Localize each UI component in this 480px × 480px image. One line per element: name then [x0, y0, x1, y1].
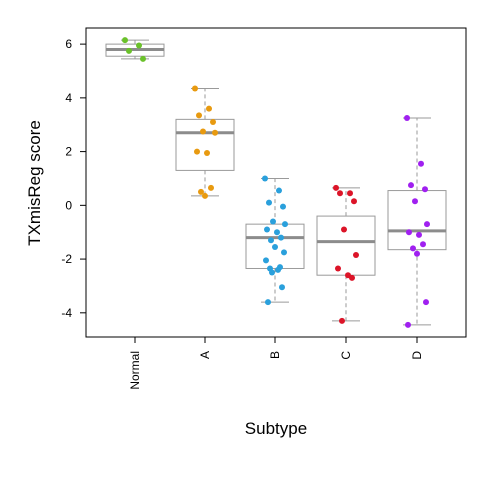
data-point-a [196, 112, 202, 119]
data-point-d [418, 160, 424, 167]
data-point-b [268, 237, 274, 244]
data-point-b [276, 187, 282, 194]
y-axis-label: TXmisReg score [25, 120, 44, 246]
y-tick-label: 2 [65, 145, 72, 159]
data-point-d [422, 186, 428, 193]
data-point-normal [126, 47, 132, 54]
data-point-d [406, 229, 412, 236]
data-point-d [408, 182, 414, 189]
data-point-b [266, 199, 272, 206]
y-tick-label: 0 [65, 198, 72, 212]
data-point-a [208, 184, 214, 191]
data-point-a [198, 188, 204, 195]
x-tick-label: Normal [128, 351, 142, 390]
y-tick-label: -2 [61, 252, 72, 266]
data-point-d [414, 250, 420, 257]
data-point-c [353, 252, 359, 259]
data-point-d [405, 321, 411, 328]
data-point-normal [122, 37, 128, 44]
y-tick-label: 4 [65, 91, 72, 105]
data-point-b [275, 266, 281, 273]
data-point-d [410, 245, 416, 252]
data-point-c [335, 265, 341, 272]
data-point-a [206, 105, 212, 112]
data-point-c [351, 198, 357, 205]
data-point-normal [140, 55, 146, 62]
data-point-d [404, 115, 410, 122]
data-point-b [281, 249, 287, 256]
data-point-normal [136, 42, 142, 49]
data-point-b [265, 299, 271, 306]
data-point-b [278, 234, 284, 241]
data-point-b [262, 175, 268, 182]
data-point-c [349, 274, 355, 281]
x-tick-label: D [410, 351, 424, 360]
data-point-d [420, 241, 426, 248]
data-point-c [337, 190, 343, 197]
data-point-b [274, 229, 280, 236]
plot-layer: -4 -2 0 2 4 6 Normal A B C D [61, 27, 467, 390]
data-point-a [212, 129, 218, 136]
plot-frame [85, 27, 467, 338]
data-point-b [264, 226, 270, 233]
x-axis-label: Subtype [245, 419, 307, 438]
data-point-b [272, 243, 278, 250]
box-a [175, 118, 235, 171]
data-point-a [200, 128, 206, 135]
data-point-b [282, 221, 288, 228]
data-point-a [194, 148, 200, 155]
data-point-c [347, 190, 353, 197]
data-point-c [339, 317, 345, 324]
x-tick-label: C [339, 351, 353, 360]
data-point-d [424, 221, 430, 228]
data-point-b [269, 269, 275, 276]
data-point-c [333, 184, 339, 191]
data-point-b [279, 284, 285, 291]
y-tick-label: -4 [61, 306, 72, 320]
data-point-a [192, 85, 198, 92]
data-point-a [204, 149, 210, 156]
data-point-a [210, 119, 216, 126]
data-point-d [423, 299, 429, 306]
data-point-c [341, 226, 347, 233]
data-point-d [416, 231, 422, 238]
data-point-b [263, 257, 269, 264]
box-c [316, 215, 376, 276]
data-point-b [280, 203, 286, 210]
box-b [245, 223, 305, 269]
x-tick-label: B [268, 351, 282, 359]
x-tick-label: A [198, 351, 212, 359]
data-point-a [202, 192, 208, 199]
data-point-b [270, 218, 276, 225]
data-point-d [412, 198, 418, 205]
y-tick-label: 6 [65, 37, 72, 51]
